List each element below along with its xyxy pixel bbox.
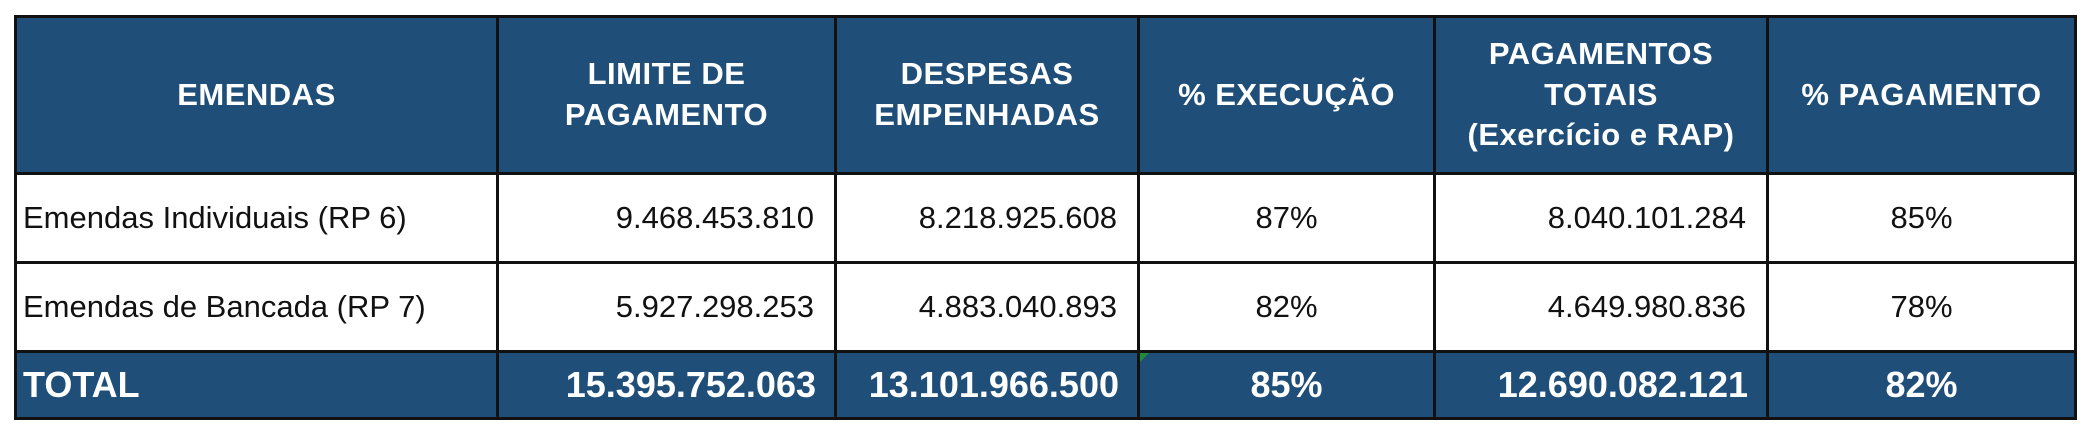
total-row: TOTAL 15.395.752.063 13.101.966.500 85% … <box>14 350 2077 420</box>
total-label: TOTAL <box>14 350 499 420</box>
header-despesas-empenhadas: DESPESAS EMPENHADAS <box>834 15 1140 175</box>
header-execucao-line-1: % EXECUÇÃO <box>1178 76 1395 112</box>
pagamento-pct-cell: 78% <box>1766 261 2077 354</box>
header-pagamento-pct: % PAGAMENTO <box>1766 15 2077 175</box>
total-pagamento-pct-cell: 82% <box>1766 350 2077 420</box>
despesas-cell: 8.218.925.608 <box>834 171 1140 265</box>
total-limite-cell: 15.395.752.063 <box>496 350 837 420</box>
header-emendas-line-1: EMENDAS <box>177 76 336 112</box>
header-limite-line-2: PAGAMENTO <box>564 97 769 132</box>
header-pagamento-line-1: % PAGAMENTO <box>1801 76 2042 112</box>
execucao-cell: 87% <box>1137 171 1436 265</box>
limite-cell: 9.468.453.810 <box>496 171 837 265</box>
header-despesas-line-2: EMPENHADAS <box>874 97 1100 132</box>
header-pagamentos-totais: PAGAMENTOS TOTAIS (Exercício e RAP) <box>1433 15 1769 175</box>
row-label: Emendas de Bancada (RP 7) <box>14 261 499 354</box>
pagamento-pct-cell: 85% <box>1766 171 2077 265</box>
header-emendas: EMENDAS <box>14 15 499 175</box>
limite-cell: 5.927.298.253 <box>496 261 837 354</box>
pagamentos-cell: 8.040.101.284 <box>1433 171 1769 265</box>
header-pagamentos-line-2: TOTAIS <box>1544 76 1658 112</box>
header-pagamentos-line-3: (Exercício e RAP) <box>1467 117 1735 153</box>
row-label: Emendas Individuais (RP 6) <box>14 171 499 265</box>
total-execucao-value: 85% <box>1250 364 1323 406</box>
header-execucao: % EXECUÇÃO <box>1137 15 1436 175</box>
execucao-cell: 82% <box>1137 261 1436 354</box>
table-row: Emendas Individuais (RP 6) 9.468.453.810… <box>14 171 2077 265</box>
header-row: EMENDAS LIMITE DE PAGAMENTO DESPESAS EMP… <box>14 15 2077 175</box>
pagamentos-cell: 4.649.980.836 <box>1433 261 1769 354</box>
emendas-table: EMENDAS LIMITE DE PAGAMENTO DESPESAS EMP… <box>14 15 2077 420</box>
total-despesas-cell: 13.101.966.500 <box>834 350 1140 420</box>
header-limite-de-pagamento: LIMITE DE PAGAMENTO <box>496 15 837 175</box>
despesas-cell: 4.883.040.893 <box>834 261 1140 354</box>
total-pagamentos-cell: 12.690.082.121 <box>1433 350 1769 420</box>
header-limite-line-1: LIMITE DE <box>587 56 746 92</box>
header-despesas-line-1: DESPESAS <box>900 56 1074 92</box>
total-execucao-cell: 85% <box>1137 350 1436 420</box>
comment-marker-icon <box>1141 354 1149 363</box>
table-row: Emendas de Bancada (RP 7) 5.927.298.253 … <box>14 261 2077 354</box>
header-pagamentos-line-1: PAGAMENTOS <box>1488 35 1714 71</box>
